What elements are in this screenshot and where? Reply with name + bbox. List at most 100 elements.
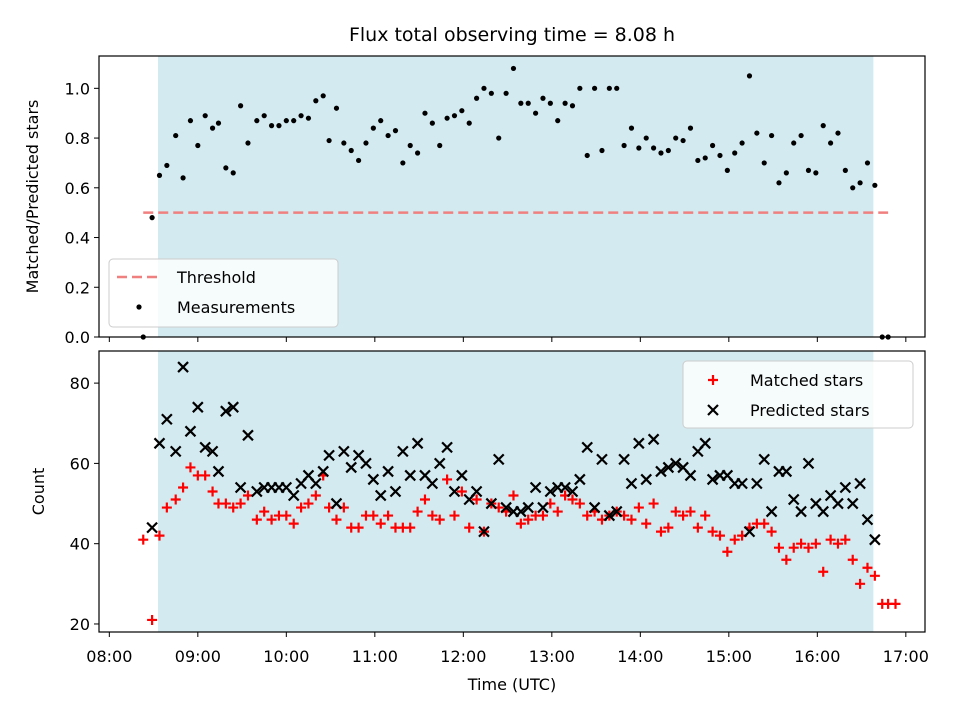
measurement-point — [283, 118, 289, 124]
matched-point — [678, 510, 689, 521]
predicted-point — [234, 481, 247, 494]
measurement-point — [459, 108, 465, 114]
measurement-point — [245, 140, 251, 146]
matched-point — [633, 502, 644, 513]
predicted-point — [146, 521, 158, 534]
measurement-point — [180, 175, 186, 181]
measurement-point — [533, 110, 539, 116]
x-tick-label: 08:00 — [86, 647, 132, 666]
matched-point — [228, 502, 239, 513]
predicted-point — [515, 505, 527, 518]
x-axis-label: Time (UTC) — [467, 675, 556, 694]
y-axis-label: Matched/Predicted stars — [23, 100, 42, 294]
matched-point — [641, 518, 652, 529]
measurement-point — [695, 157, 701, 164]
matched-point — [419, 494, 430, 505]
matched-point — [810, 538, 821, 549]
matched-point — [147, 614, 158, 625]
matched-point — [663, 522, 674, 533]
measurement-point — [333, 105, 340, 111]
matched-point — [685, 506, 696, 517]
x-tick-label: 12:00 — [440, 647, 486, 666]
measurement-point — [813, 170, 819, 176]
y-tick-label: 20 — [70, 615, 90, 634]
legend: Matched stars Predicted stars — [682, 360, 914, 429]
predicted-point — [169, 445, 182, 458]
predicted-point — [212, 465, 225, 478]
matched-point — [729, 534, 740, 545]
matched-point — [781, 554, 792, 565]
predicted-point — [596, 453, 608, 466]
measurement-point — [385, 132, 391, 139]
matched-point — [855, 578, 866, 589]
legend-box — [682, 360, 914, 429]
matched-point — [200, 470, 211, 481]
predicted-point — [478, 525, 490, 538]
predicted-point — [227, 401, 240, 413]
predicted-point — [647, 433, 660, 446]
measurement-point — [209, 125, 216, 131]
predicted-point — [618, 453, 630, 466]
x-tick-label: 15:00 — [706, 647, 752, 666]
matched-point — [567, 494, 578, 505]
predicted-point — [374, 489, 387, 502]
measurement-point — [746, 73, 753, 79]
measurement-point — [710, 142, 716, 149]
measurement-point — [510, 65, 517, 72]
y-tick-label: 0.6 — [65, 179, 90, 198]
predicted-point — [544, 485, 557, 498]
measurement-point — [202, 113, 208, 119]
predicted-point — [360, 457, 372, 470]
matched-point — [161, 502, 172, 513]
measurement-point — [503, 90, 509, 96]
chart-title: Flux total observing time = 8.08 h — [349, 24, 675, 46]
predicted-point — [736, 477, 748, 490]
measurement-point — [547, 100, 553, 106]
y-tick-label: 80 — [70, 374, 90, 393]
matched-point — [825, 534, 836, 545]
measurement-point — [739, 140, 745, 146]
legend-measurements-swatch — [136, 304, 142, 310]
measurement-point — [614, 85, 620, 91]
matched-point — [259, 506, 270, 517]
measurement-point — [665, 147, 671, 154]
matched-point — [766, 526, 777, 537]
measurement-point — [687, 125, 694, 131]
matched-point — [281, 510, 292, 521]
measurement-point — [569, 103, 576, 109]
matched-point — [251, 514, 262, 525]
matched-point — [537, 510, 548, 521]
matched-point — [266, 514, 277, 525]
predicted-point — [706, 473, 719, 486]
predicted-point — [817, 505, 830, 518]
predicted-point — [161, 413, 173, 426]
measurement-point — [680, 137, 686, 144]
measurement-point — [584, 152, 590, 159]
matched-point — [235, 498, 246, 509]
measurement-point — [305, 115, 312, 121]
predicted-point — [684, 469, 697, 482]
y-tick-label: 60 — [70, 454, 90, 473]
predicted-point — [699, 437, 712, 450]
matched-point — [803, 542, 814, 553]
matched-point — [220, 498, 231, 509]
measurement-point — [451, 113, 458, 119]
legend-threshold-label: Threshold — [176, 268, 256, 287]
matched-point — [700, 510, 711, 521]
predicted-point — [529, 481, 542, 494]
measurement-point — [156, 172, 163, 178]
measurement-point — [842, 167, 848, 173]
matched-point — [471, 494, 482, 505]
predicted-point — [869, 533, 881, 546]
predicted-point — [177, 361, 189, 373]
measurement-point — [857, 180, 863, 186]
predicted-point — [655, 465, 667, 478]
measurement-point — [658, 150, 664, 156]
predicted-point — [456, 469, 468, 482]
measurement-point — [673, 135, 679, 141]
measurement-point — [864, 160, 871, 166]
predicted-point — [795, 505, 807, 518]
predicted-point — [603, 509, 616, 522]
measurement-point — [828, 140, 834, 146]
measurement-point — [754, 130, 760, 136]
